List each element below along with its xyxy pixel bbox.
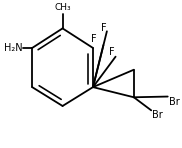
- Text: Br: Br: [169, 97, 179, 107]
- Text: F: F: [91, 34, 96, 44]
- Text: CH₃: CH₃: [54, 3, 71, 12]
- Text: F: F: [101, 23, 106, 33]
- Text: H₂N: H₂N: [4, 43, 23, 53]
- Text: Br: Br: [152, 110, 163, 120]
- Text: F: F: [109, 47, 114, 57]
